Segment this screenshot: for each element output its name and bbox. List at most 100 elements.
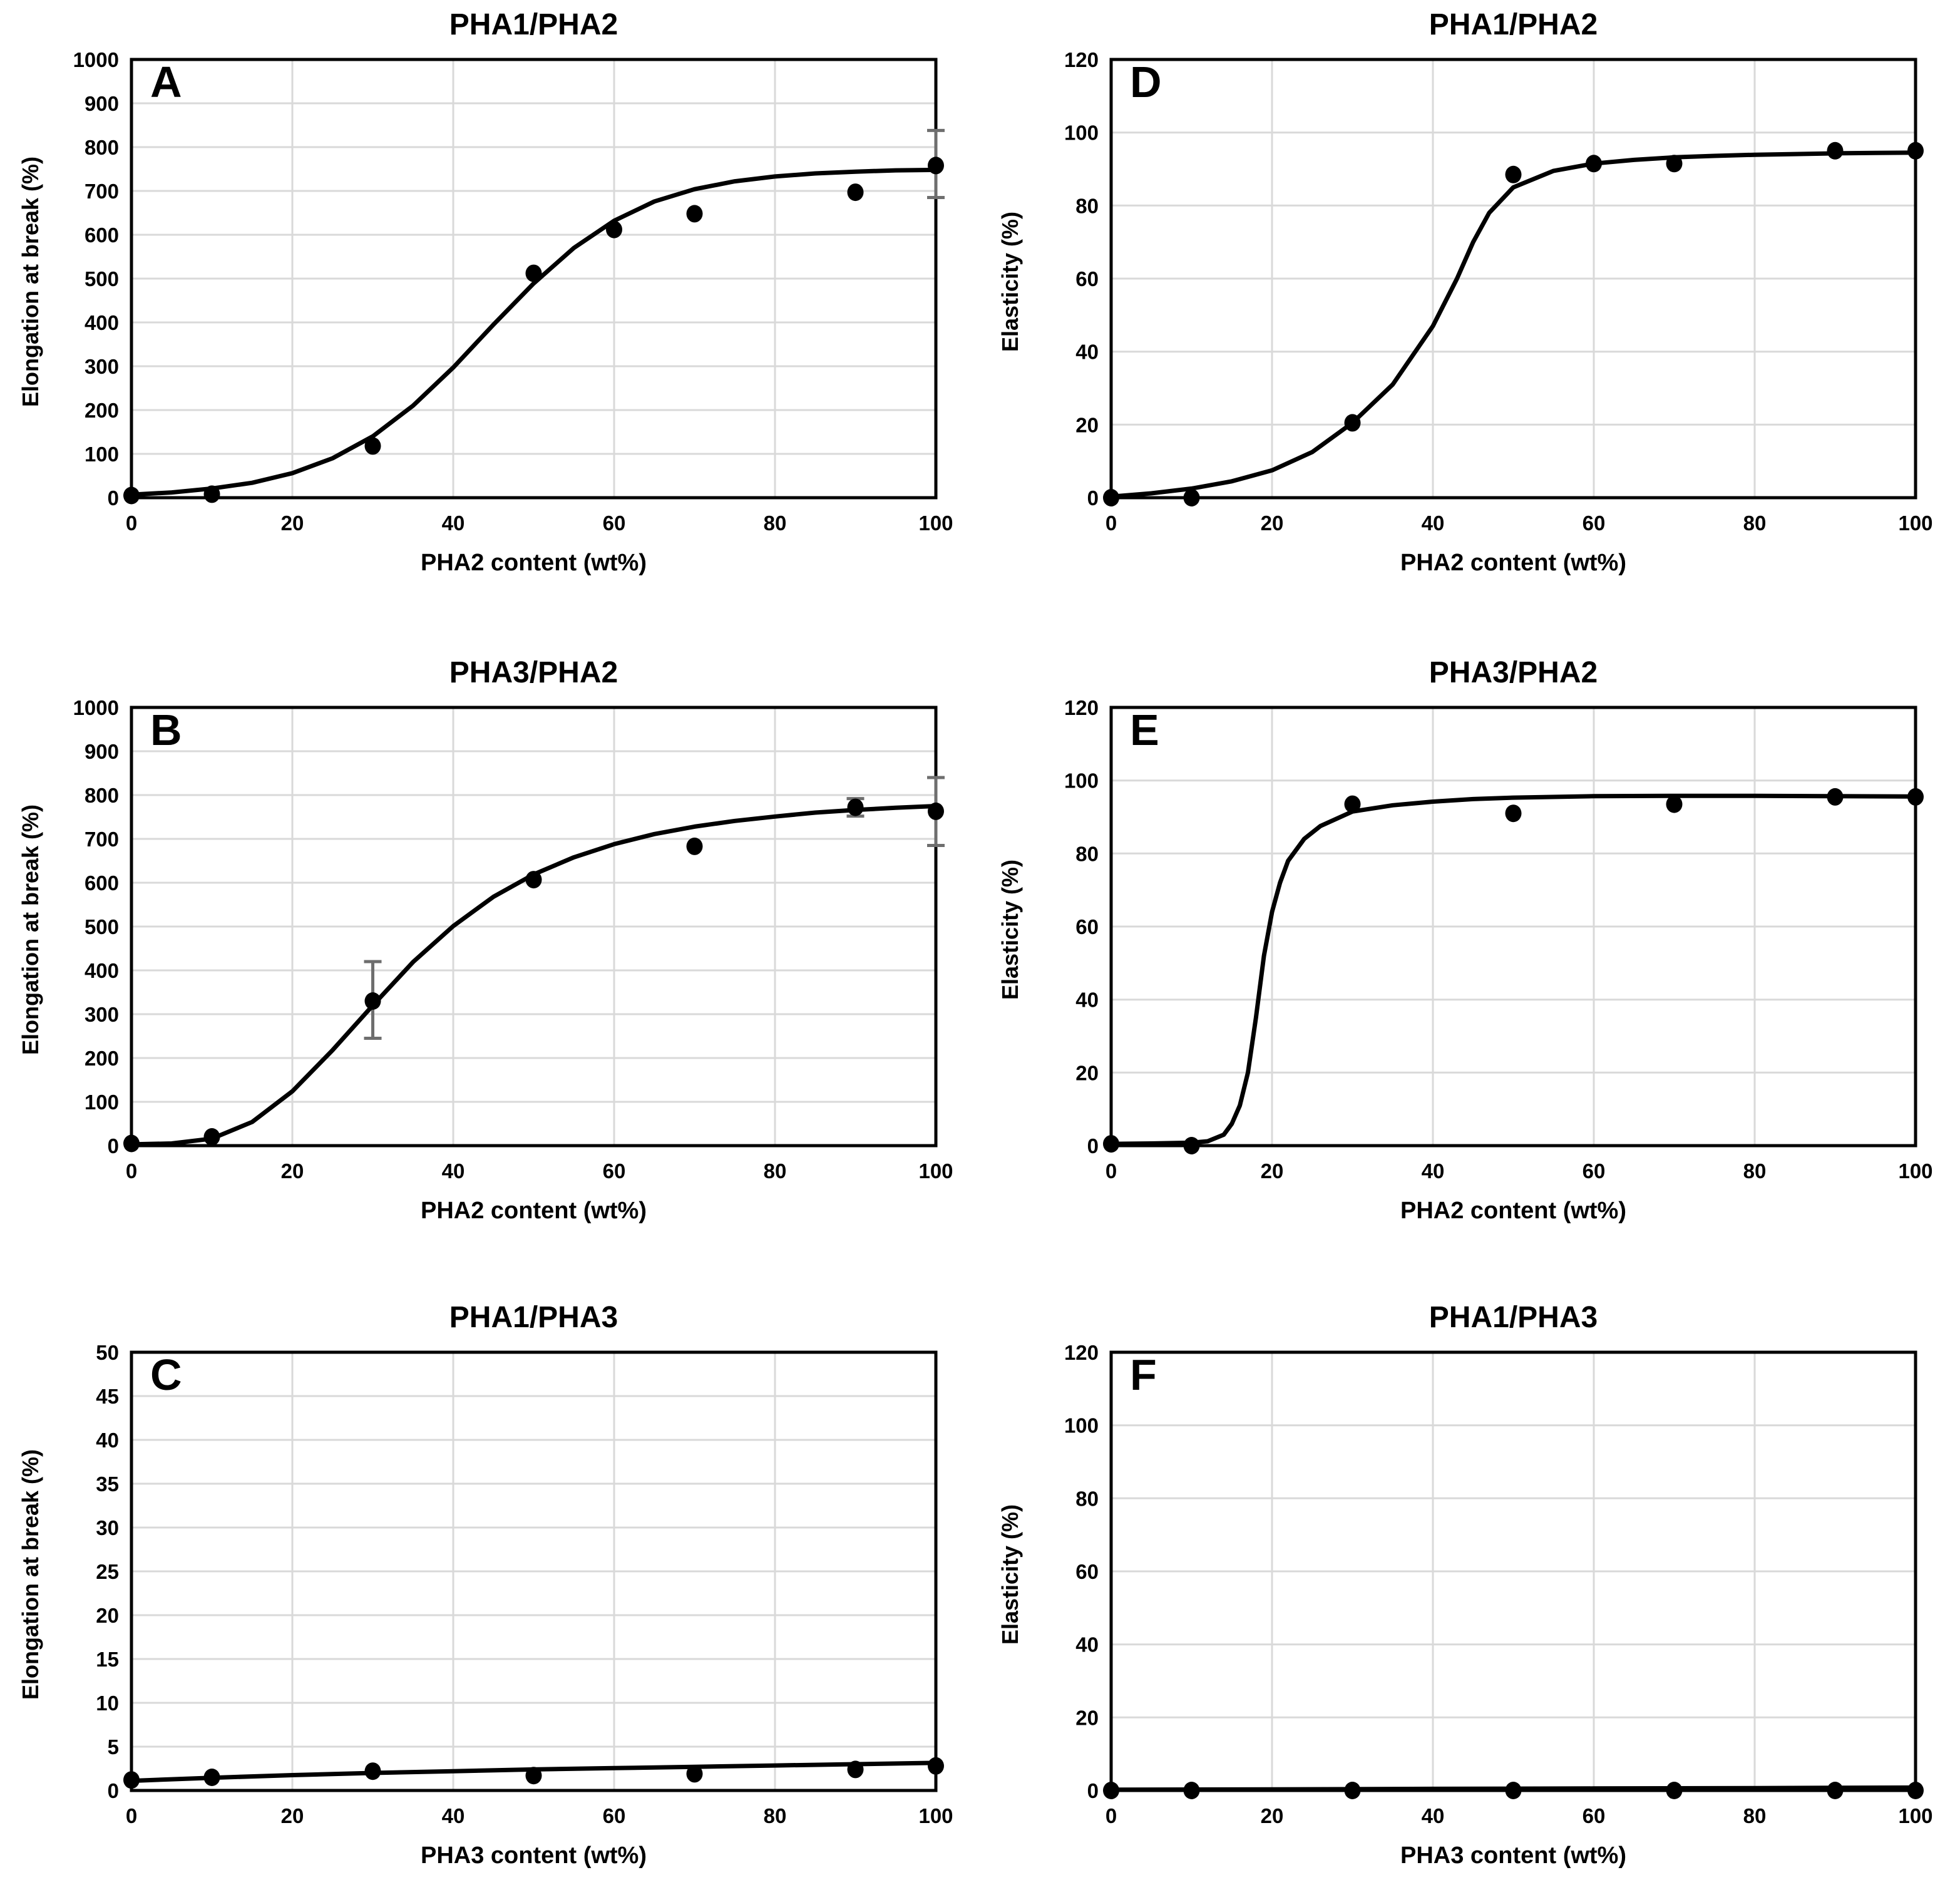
x-tick-label: 60 bbox=[1583, 511, 1606, 535]
x-axis-label: PHA3 content (wt%) bbox=[421, 1842, 647, 1869]
y-tick-label: 20 bbox=[1075, 413, 1099, 436]
y-tick-label: 45 bbox=[96, 1385, 119, 1408]
data-point bbox=[1666, 155, 1683, 173]
y-tick-label: 900 bbox=[85, 92, 119, 115]
panel-E: PHA3/PHA2 Elasticity (%) 0 20 40 60 80 100 120… bbox=[980, 648, 1959, 1277]
x-axis-label: PHA2 content (wt%) bbox=[421, 1198, 647, 1224]
panel-A: PHA1/PHA2 Elongation at break (%) 0 100 20… bbox=[0, 0, 980, 629]
x-tick-label: 100 bbox=[1898, 1804, 1932, 1827]
data-point bbox=[1103, 1135, 1119, 1153]
y-tick-label: 20 bbox=[96, 1604, 119, 1627]
data-point bbox=[1183, 1782, 1200, 1799]
y-tick-label: 40 bbox=[1075, 341, 1099, 364]
data-point bbox=[364, 437, 381, 455]
x-tick-label: 60 bbox=[603, 1804, 626, 1827]
y-tick-label: 0 bbox=[108, 486, 119, 510]
fit-curve bbox=[129, 804, 938, 1147]
data-point bbox=[928, 802, 944, 820]
data-point bbox=[203, 1769, 220, 1786]
data-point bbox=[1103, 1782, 1119, 1799]
x-tick-label: 100 bbox=[918, 1804, 953, 1827]
x-tick-label: 20 bbox=[281, 1159, 304, 1183]
data-point bbox=[1666, 1782, 1683, 1799]
fit-curve bbox=[129, 167, 938, 497]
data-point bbox=[1827, 1782, 1844, 1799]
plot-border bbox=[1109, 706, 1917, 1148]
data-point bbox=[686, 1765, 703, 1783]
y-tick-label: 800 bbox=[85, 784, 119, 807]
data-point bbox=[1103, 489, 1119, 506]
data-point bbox=[1827, 788, 1844, 806]
y-tick-label: 0 bbox=[108, 1779, 119, 1802]
y-tick-label: 1000 bbox=[73, 48, 119, 71]
y-tick-label: 600 bbox=[85, 871, 119, 895]
data-point bbox=[203, 1128, 220, 1146]
data-point bbox=[928, 157, 944, 175]
y-tick-label: 30 bbox=[96, 1516, 119, 1539]
x-tick-label: 0 bbox=[126, 511, 137, 535]
data-point bbox=[1907, 1782, 1924, 1799]
y-tick-label: 100 bbox=[1064, 1414, 1099, 1437]
chart-title: PHA1/PHA3 bbox=[1429, 1301, 1598, 1334]
data-point bbox=[1505, 1782, 1522, 1799]
panel-B: PHA3/PHA2 Elongation at break (%) 0 100 20… bbox=[0, 648, 980, 1277]
chart-title: PHA3/PHA2 bbox=[449, 656, 618, 689]
plot-border bbox=[130, 58, 938, 500]
y-tick-label: 700 bbox=[85, 828, 119, 851]
y-tick-label: 60 bbox=[1075, 915, 1099, 938]
data-point bbox=[606, 220, 622, 239]
data-point bbox=[203, 485, 220, 503]
y-tick-label: 80 bbox=[1075, 1487, 1099, 1510]
x-tick-label: 20 bbox=[1261, 511, 1284, 535]
data-point bbox=[525, 871, 542, 889]
x-tick-label: 100 bbox=[918, 511, 953, 535]
data-point bbox=[1907, 788, 1924, 806]
x-tick-label: 40 bbox=[442, 1804, 465, 1827]
y-tick-label: 200 bbox=[85, 1047, 119, 1070]
y-tick-label: 50 bbox=[96, 1341, 119, 1364]
data-point bbox=[1505, 804, 1522, 823]
x-axis-label: PHA2 content (wt%) bbox=[421, 550, 647, 576]
data-point bbox=[364, 1762, 381, 1780]
y-tick-label: 120 bbox=[1064, 696, 1099, 719]
panel-letter: B bbox=[150, 706, 182, 754]
x-tick-label: 60 bbox=[603, 511, 626, 535]
x-tick-label: 100 bbox=[1898, 1159, 1932, 1183]
plot-border bbox=[130, 706, 938, 1148]
data-point bbox=[686, 837, 703, 855]
y-tick-label: 25 bbox=[96, 1560, 119, 1583]
fit-curve bbox=[1109, 793, 1918, 1146]
fit-curve bbox=[1109, 150, 1918, 499]
y-tick-label: 40 bbox=[1075, 1633, 1099, 1656]
y-tick-label: 0 bbox=[108, 1134, 119, 1158]
data-point bbox=[123, 1771, 140, 1789]
x-tick-label: 80 bbox=[764, 1804, 787, 1827]
y-tick-label: 400 bbox=[85, 959, 119, 982]
data-point bbox=[123, 486, 140, 505]
data-point bbox=[1344, 1782, 1361, 1799]
x-tick-label: 0 bbox=[126, 1804, 137, 1827]
x-tick-label: 80 bbox=[764, 511, 787, 535]
chart-title: PHA3/PHA2 bbox=[1429, 656, 1598, 689]
data-point bbox=[847, 1760, 864, 1779]
y-tick-label: 100 bbox=[1064, 769, 1099, 793]
plot-area: 0 5 10 15 20 25 30 35 40 45 50 0 20 40 60 80 100 bbox=[96, 1341, 953, 1827]
data-point bbox=[364, 992, 381, 1010]
plot-border bbox=[1109, 58, 1917, 500]
data-point bbox=[1505, 165, 1522, 183]
data-point bbox=[847, 798, 864, 816]
x-tick-label: 80 bbox=[1743, 1804, 1767, 1827]
data-point bbox=[1586, 155, 1602, 173]
panel-letter: C bbox=[150, 1350, 182, 1399]
y-tick-label: 5 bbox=[108, 1735, 119, 1759]
panel-C: PHA1/PHA3 Elongation at break (%) 0 5 10 15… bbox=[0, 1293, 980, 1885]
panel-letter: F bbox=[1130, 1350, 1157, 1399]
y-tick-label: 120 bbox=[1064, 48, 1099, 71]
panel-letter: E bbox=[1130, 706, 1159, 754]
y-tick-label: 1000 bbox=[73, 696, 119, 719]
y-tick-label: 800 bbox=[85, 136, 119, 159]
x-tick-label: 40 bbox=[442, 1159, 465, 1183]
plot-area: 0 20 40 60 80 100 120 0 20 40 60 80 100 bbox=[1064, 696, 1933, 1183]
y-tick-label: 0 bbox=[1087, 1779, 1099, 1802]
